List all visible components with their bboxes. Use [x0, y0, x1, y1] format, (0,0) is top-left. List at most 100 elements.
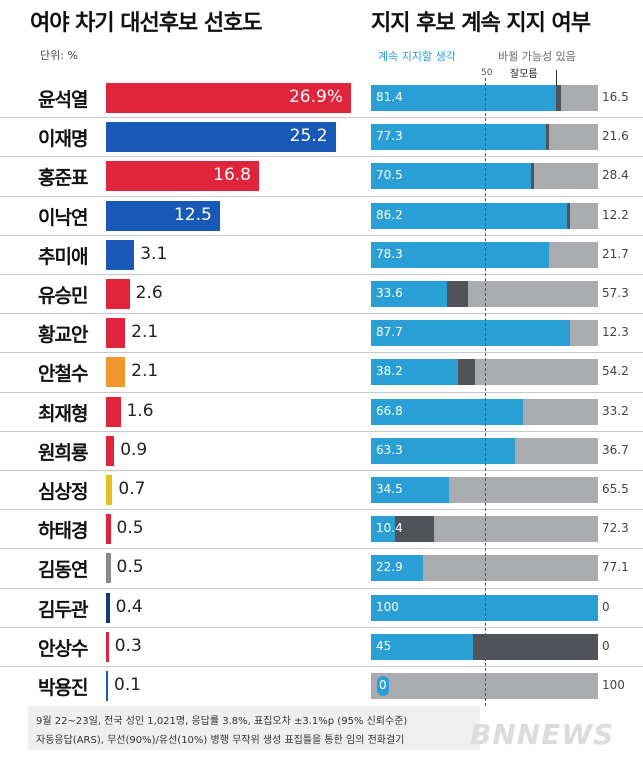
bar-value-label: 0.1	[114, 675, 142, 695]
keep-segment	[371, 633, 474, 660]
change-segment	[371, 673, 598, 699]
legend-unknown: 잘모름	[510, 69, 538, 80]
bar-value-label: 16.8	[213, 165, 251, 186]
unknown-segment	[555, 85, 561, 111]
candidate-name: 이재명	[38, 128, 88, 151]
change-value-label: 77.1	[602, 560, 629, 575]
change-value-label: 33.2	[602, 403, 629, 418]
change-value-label: 72.3	[602, 521, 629, 536]
keep-segment	[371, 516, 395, 543]
change-segment	[514, 437, 598, 464]
candidate-name: 김두관	[38, 598, 88, 621]
keep-segment	[371, 437, 515, 464]
bar-value-label: 0.7	[118, 479, 146, 499]
candidate-name: 안철수	[38, 363, 88, 386]
keep-value-label: 45	[376, 638, 392, 653]
row-separator	[0, 117, 643, 118]
keep-value-label: 66.8	[376, 403, 403, 418]
bar-value-label: 2.1	[131, 322, 159, 343]
bar-value-label: 25.2	[289, 126, 328, 147]
keep-segment	[371, 124, 547, 151]
candidate-name: 안상수	[38, 637, 88, 660]
candidate-name: 윤석열	[38, 89, 88, 111]
keep-segment	[371, 555, 423, 582]
legend-change: 바뀔 가능성 있음	[498, 50, 576, 63]
candidate-name: 이낙연	[38, 206, 88, 229]
keep-value-label: 81.4	[376, 90, 403, 104]
bar-value-label: 0.5	[116, 518, 144, 539]
preference-bar	[106, 357, 126, 388]
candidate-name: 추미애	[38, 245, 88, 268]
change-value-label: 0	[602, 599, 610, 614]
candidate-name: 심상정	[38, 481, 88, 503]
row-separator	[0, 313, 643, 314]
change-segment	[570, 202, 598, 229]
keep-value-label: 38.2	[376, 364, 403, 379]
bar-value-label: 0.9	[120, 439, 148, 460]
candidate-name: 원희룡	[38, 441, 88, 464]
bar-value-label: 0.4	[115, 596, 143, 617]
change-value-label: 21.7	[602, 246, 629, 261]
candidate-name: 최재형	[38, 402, 88, 425]
keep-segment	[371, 477, 450, 503]
bar-value-label: 12.5	[173, 204, 212, 225]
row-separator	[0, 274, 643, 275]
row-separator	[0, 666, 643, 667]
midline	[485, 78, 486, 706]
right-title: 지지 후보 계속 지지 여부	[371, 11, 591, 36]
row-separator	[0, 431, 643, 432]
change-segment	[433, 516, 598, 543]
keep-value-label: 0	[379, 678, 387, 692]
preference-bar	[106, 671, 108, 701]
preference-bar	[106, 396, 121, 427]
keep-segment	[371, 281, 448, 307]
change-value-label: 16.5	[602, 90, 629, 104]
preference-bar	[106, 83, 351, 113]
change-value-label: 28.4	[602, 168, 629, 183]
change-value-label: 36.7	[602, 442, 629, 457]
keep-value-label: 78.3	[376, 246, 403, 261]
bar-value-label: 0.3	[114, 635, 142, 656]
keep-value-label: 87.7	[376, 325, 403, 340]
preference-bar	[106, 200, 220, 231]
note-line-2: 자동응답(ARS), 무선(90%)/유선(10%) 병행 무작위 생성 표집틀…	[36, 735, 405, 746]
change-segment	[560, 85, 598, 111]
change-value-label: 12.2	[602, 207, 629, 222]
keep-value-label: 77.3	[376, 129, 403, 144]
unknown-segment	[457, 359, 475, 386]
change-value-label: 12.3	[602, 325, 629, 340]
keep-segment	[371, 320, 571, 347]
keep-value-label: 70.5	[376, 168, 403, 183]
change-segment	[533, 163, 598, 190]
keep-segment	[371, 163, 532, 190]
unknown-pointer	[556, 70, 557, 86]
keep-value-label: 34.5	[376, 482, 403, 496]
keep-segment	[371, 241, 549, 268]
keep-segment	[371, 85, 556, 111]
legend-keep: 계속 지지할 생각	[378, 50, 456, 63]
keep-value-label: 33.6	[376, 286, 403, 300]
unknown-segment	[473, 633, 598, 660]
change-value-label: 21.6	[602, 129, 629, 144]
keep-segment	[371, 594, 598, 621]
candidate-name: 홍준표	[38, 167, 88, 190]
row-separator	[0, 235, 643, 236]
unknown-segment	[566, 202, 571, 229]
change-value-label: 57.3	[602, 286, 629, 300]
keep-segment	[371, 202, 567, 229]
keep-value-label: 100	[376, 599, 399, 614]
preference-bar	[106, 553, 111, 584]
change-segment	[522, 398, 598, 425]
change-value-label: 65.5	[602, 482, 629, 496]
row-separator	[0, 588, 643, 589]
preference-bar	[106, 239, 135, 270]
preference-bar	[106, 435, 115, 466]
bar-value-label: 26.9%	[288, 87, 343, 107]
keep-value-label: 10.4	[376, 521, 403, 536]
preference-bar	[106, 631, 109, 662]
unknown-segment	[447, 281, 468, 307]
unit-label: 단위: %	[40, 49, 78, 62]
row-separator	[0, 627, 643, 628]
change-value-label: 100	[602, 678, 625, 692]
row-separator	[0, 196, 643, 197]
